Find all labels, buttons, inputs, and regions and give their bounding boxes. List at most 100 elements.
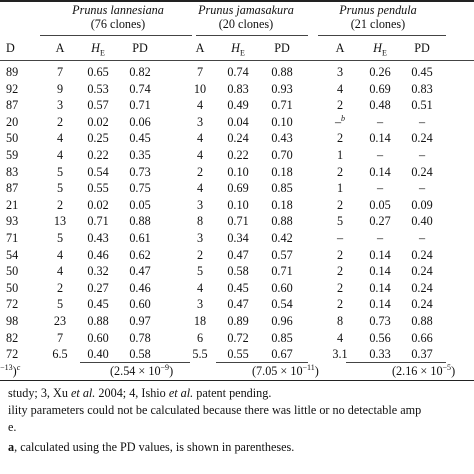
cell-pd-pendula: 0.09 bbox=[411, 197, 433, 212]
cell-a-pendula: –b bbox=[334, 113, 346, 129]
clone-count: (20 clones) bbox=[218, 17, 274, 31]
cell-he-jamasakura: 0.22 bbox=[227, 148, 249, 162]
column-header-a-lannesiana: A bbox=[55, 41, 65, 55]
cell-he-jamasakura: 0.10 bbox=[227, 164, 249, 179]
cell-pd-jamasakura: 0.18 bbox=[271, 197, 293, 212]
bottom-rule bbox=[0, 380, 474, 381]
cell-pd-pendula: 0.24 bbox=[411, 247, 433, 262]
cell-a-lannesiana: 13 bbox=[53, 214, 67, 229]
column-header-he-pendula: HE bbox=[373, 41, 387, 58]
cell-he-jamasakura: 0.10 bbox=[227, 197, 249, 212]
footnote-references: study; 3, Xu et al. 2004; 4, Ishio et al… bbox=[8, 386, 271, 400]
cell-a-pendula: 4 bbox=[336, 330, 344, 345]
cell-a-pendula: 2 bbox=[336, 131, 344, 146]
cell-a-jamasakura: 3 bbox=[196, 114, 204, 129]
et-al-italic: et al. bbox=[70, 386, 96, 400]
footnote-a: a, calculated using the PD values, is sh… bbox=[8, 440, 294, 454]
cell-he-pendula: 0.14 bbox=[369, 164, 391, 179]
cell-pd-lannesiana: 0.71 bbox=[129, 98, 151, 113]
cell-pd-jamasakura: 0.71 bbox=[271, 98, 293, 113]
cell-he-pendula: 0.33 bbox=[369, 347, 391, 362]
he-symbol: H bbox=[231, 41, 240, 55]
row-lead-value: 87 bbox=[6, 98, 19, 113]
cell-pd-jamasakura: 0.96 bbox=[271, 314, 293, 328]
total-underline-jamasakura bbox=[216, 361, 308, 363]
cell-a-lannesiana: 5 bbox=[56, 297, 64, 312]
column-header-pd-pendula: PD bbox=[414, 41, 430, 55]
cell-a-lannesiana: 2 bbox=[56, 280, 64, 295]
cell-a-pendula: 2 bbox=[336, 197, 344, 212]
cell-he-pendula: 0.73 bbox=[369, 314, 391, 328]
cell-pd-pendula: – bbox=[418, 231, 426, 245]
he-subscript: E bbox=[381, 48, 387, 58]
cell-he-pendula: – bbox=[376, 231, 384, 245]
cell-pd-lannesiana: 0.05 bbox=[129, 197, 151, 212]
cell-he-jamasakura: 0.45 bbox=[227, 280, 249, 295]
cell-a-lannesiana: 4 bbox=[56, 247, 64, 262]
cell-a-pendula: 2 bbox=[336, 164, 344, 179]
footnote-b-cont: e. bbox=[8, 420, 16, 434]
cell-a-lannesiana: 5 bbox=[56, 164, 64, 179]
cell-he-pendula: – bbox=[376, 114, 384, 129]
row-lead-value: 92 bbox=[6, 81, 19, 96]
column-header-a-jamasakura: A bbox=[195, 41, 205, 55]
cell-pd-jamasakura: 0.43 bbox=[271, 131, 293, 146]
cell-a-pendula: 8 bbox=[336, 314, 344, 328]
cell-a-lannesiana: 7 bbox=[56, 330, 64, 345]
cell-pd-lannesiana: 0.46 bbox=[129, 280, 151, 295]
cell-a-pendula: 2 bbox=[336, 98, 344, 113]
cell-he-lannesiana: 0.60 bbox=[87, 330, 109, 345]
cell-a-lannesiana: 2 bbox=[56, 197, 64, 212]
clone-count: (76 clones) bbox=[90, 17, 146, 31]
column-header-pd-jamasakura: PD bbox=[274, 41, 290, 55]
cell-a-jamasakura: 4 bbox=[196, 148, 204, 162]
cell-pd-pendula: – bbox=[418, 114, 426, 129]
cell-pd-pendula: 0.51 bbox=[411, 98, 433, 113]
cell-a-lannesiana: 23 bbox=[53, 314, 67, 328]
cell-a-pendula: 2 bbox=[336, 280, 344, 295]
species-header-lannesiana: Prunus lannesiana (76 clones) bbox=[72, 3, 164, 31]
cell-he-pendula: 0.14 bbox=[369, 297, 391, 312]
cell-he-lannesiana: 0.43 bbox=[87, 231, 109, 245]
cell-pd-pendula: 0.88 bbox=[411, 314, 433, 328]
cell-he-lannesiana: 0.45 bbox=[87, 297, 109, 312]
cell-a-pendula: 2 bbox=[336, 247, 344, 262]
cell-he-pendula: 0.05 bbox=[369, 197, 391, 212]
cell-pd-lannesiana: 0.88 bbox=[129, 214, 151, 229]
cell-a-lannesiana: 9 bbox=[56, 81, 64, 96]
cell-he-lannesiana: 0.02 bbox=[87, 197, 109, 212]
cell-he-lannesiana: 0.40 bbox=[87, 347, 109, 362]
cell-pd-lannesiana: 0.82 bbox=[129, 65, 151, 79]
cell-he-lannesiana: 0.53 bbox=[87, 81, 109, 96]
cell-a-lannesiana: 3 bbox=[56, 98, 64, 113]
cell-pd-jamasakura: 0.54 bbox=[271, 297, 293, 312]
row-lead-value: 21 bbox=[6, 197, 19, 212]
cell-a-jamasakura: 18 bbox=[193, 314, 207, 328]
cell-a-pendula: 4 bbox=[336, 81, 344, 96]
cell-a-jamasakura: 7 bbox=[196, 65, 204, 79]
group-rule-pendula bbox=[318, 35, 446, 36]
row-lead-value: 72 bbox=[6, 297, 19, 312]
row-lead-value: 89 bbox=[6, 65, 19, 79]
cell-a-jamasakura: 3 bbox=[196, 231, 204, 245]
header-rule bbox=[0, 60, 474, 61]
species-name: Prunus lannesiana bbox=[72, 3, 164, 17]
cell-he-pendula: 0.14 bbox=[369, 280, 391, 295]
cell-pd-jamasakura: 0.67 bbox=[271, 347, 293, 362]
cell-pd-pendula: – bbox=[418, 148, 426, 162]
cell-a-jamasakura: 5 bbox=[196, 264, 204, 279]
cell-he-pendula: 0.14 bbox=[369, 131, 391, 146]
row-lead-value: 72 bbox=[6, 347, 19, 362]
cell-he-lannesiana: 0.57 bbox=[87, 98, 109, 113]
cell-he-jamasakura: 0.58 bbox=[227, 264, 249, 279]
cell-he-jamasakura: 0.71 bbox=[227, 214, 249, 229]
footnote-a-text: , calculated using the PD values, is sho… bbox=[14, 440, 295, 454]
cell-pd-jamasakura: 0.88 bbox=[271, 65, 293, 79]
column-header-lead: D bbox=[6, 41, 15, 55]
cell-pd-lannesiana: 0.06 bbox=[129, 114, 151, 129]
cell-he-jamasakura: 0.89 bbox=[227, 314, 249, 328]
cell-a-pendula: 2 bbox=[336, 297, 344, 312]
row-lead-value: 83 bbox=[6, 164, 19, 179]
cell-pd-pendula: 0.24 bbox=[411, 164, 433, 179]
